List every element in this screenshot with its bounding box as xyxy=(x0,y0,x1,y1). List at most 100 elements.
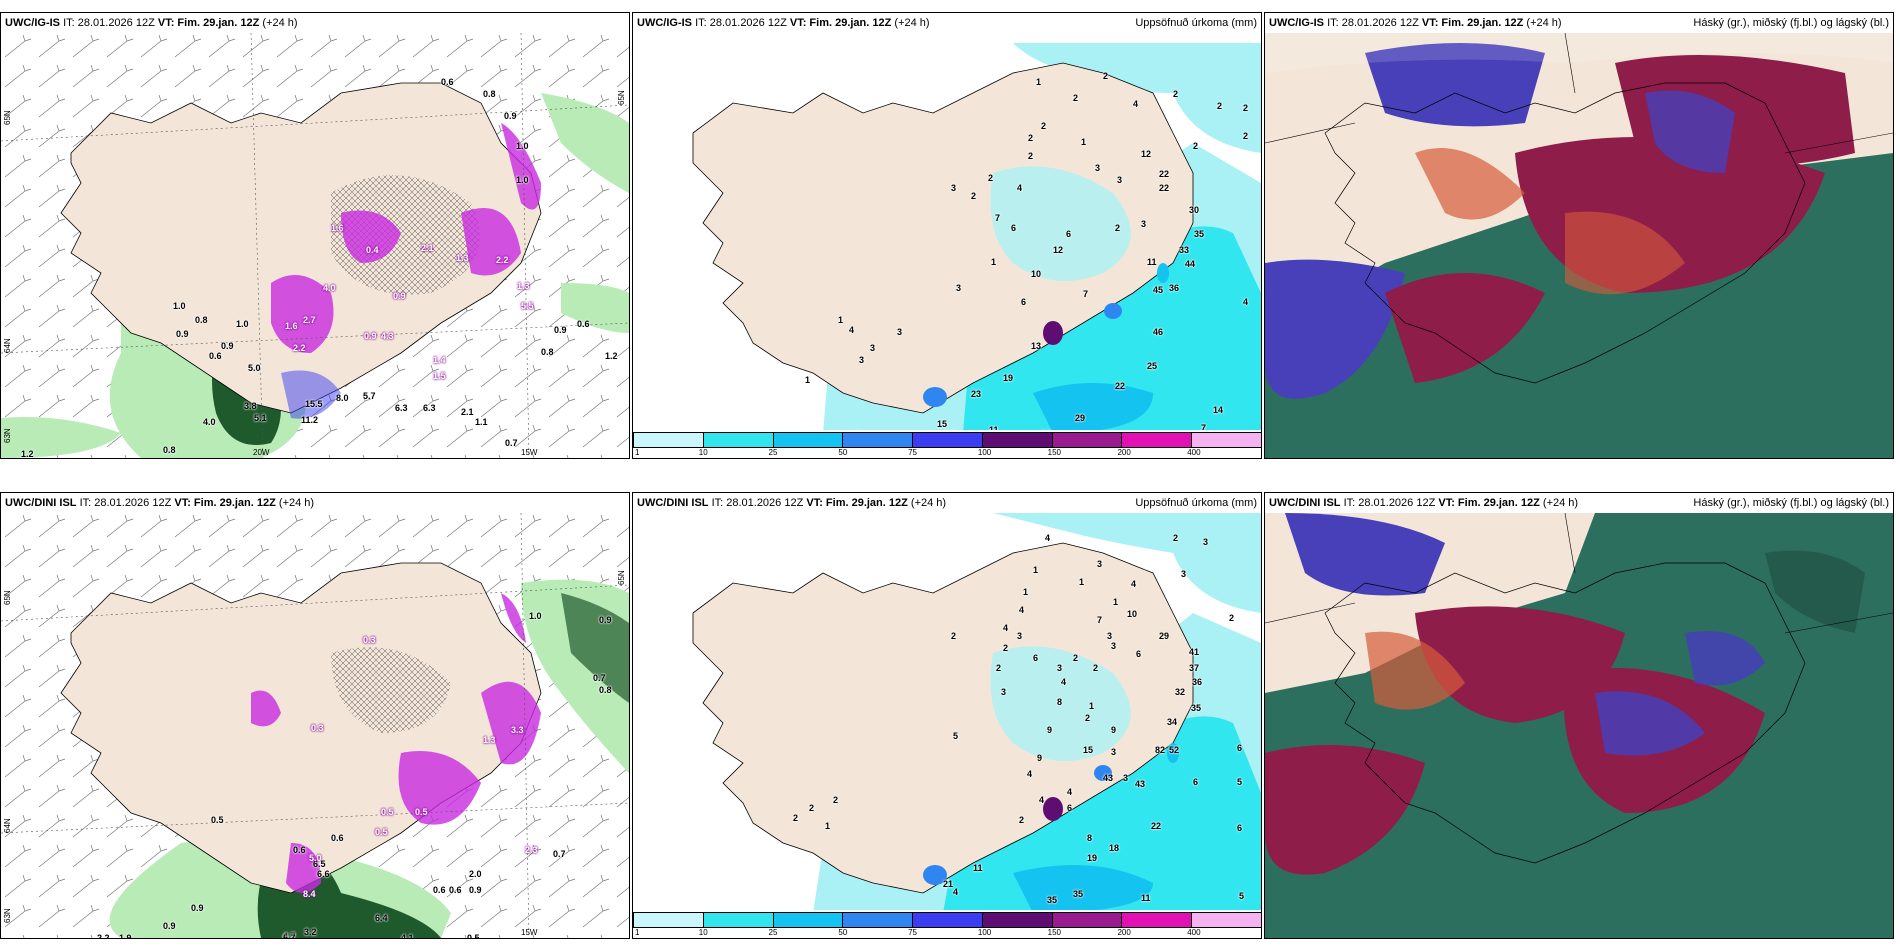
colorbar-tick-label: 200 xyxy=(1117,928,1131,937)
init-time: IT: 28.01.2026 12Z xyxy=(79,497,172,509)
contour-value-label: 14 xyxy=(1213,405,1224,415)
contour-value-label: 1.2 xyxy=(21,449,34,459)
colorbar-segment xyxy=(981,432,1053,448)
lon-label: 15W xyxy=(521,448,538,457)
contour-value-label: 19 xyxy=(1003,373,1014,383)
colorbar-tick-label: 25 xyxy=(768,928,778,937)
contour-value-label: 5.0 xyxy=(309,853,322,863)
contour-value-label: 2 xyxy=(833,795,839,805)
contour-value-label: 10 xyxy=(1031,269,1042,279)
contour-value-label: 1.0 xyxy=(236,319,249,329)
contour-value-label: 1 xyxy=(1113,597,1119,607)
init-time: IT: 28.01.2026 12Z xyxy=(1327,17,1419,29)
contour-value-label: 9 xyxy=(1047,725,1053,735)
colorbar-tick-label: 75 xyxy=(908,928,918,937)
lat-label: 65N xyxy=(617,90,626,105)
contour-value-label: 2.3 xyxy=(525,845,538,855)
colorbar-segment xyxy=(842,432,914,448)
contour-value-label: 37 xyxy=(1189,663,1200,673)
contour-value-label: 1.3 xyxy=(483,735,496,745)
lead-time: (+24 h) xyxy=(1526,17,1562,29)
contour-value-label: 0.8 xyxy=(163,445,176,455)
contour-value-label: 3 xyxy=(1095,163,1101,173)
contour-value-label: 1 xyxy=(1081,137,1087,147)
contour-value-label: 5.5 xyxy=(521,301,534,311)
contour-value-label: 3 xyxy=(1097,559,1103,569)
contour-value-label: 1.9 xyxy=(119,933,132,939)
contour-value-label: 0.9 xyxy=(221,341,234,351)
valid-time: VT: Fim. 29.jan. 12Z xyxy=(157,17,260,29)
map-panel-dini-cloud-cover: UWC/DINI ISL IT: 28.01.2026 12Z VT: Fim.… xyxy=(1264,492,1894,939)
contour-value-label: 0.9 xyxy=(393,291,406,301)
contour-value-label: 4 xyxy=(1039,795,1045,805)
contour-value-label: 3 xyxy=(1001,687,1007,697)
contour-value-label: 2 xyxy=(951,631,957,641)
colorbar-segment xyxy=(633,432,704,448)
contour-value-label: 3 xyxy=(1181,569,1187,579)
contour-value-label: 2 xyxy=(1243,103,1249,113)
contour-value-label: 35 xyxy=(1047,895,1058,905)
contour-value-label: 5.0 xyxy=(248,363,261,373)
lead-time: (+24 h) xyxy=(278,497,315,509)
contour-value-label: 1 xyxy=(1079,577,1085,587)
contour-value-label: 29 xyxy=(1075,413,1086,423)
contour-value-label: 2.2 xyxy=(293,343,306,353)
contour-value-label: 43 xyxy=(1135,779,1146,789)
contour-value-label: 6.4 xyxy=(375,913,388,923)
contour-value-label: 0.8 xyxy=(599,685,612,695)
contour-value-label: 43 xyxy=(1103,773,1114,783)
contour-value-label: 0.5 xyxy=(381,807,394,817)
contour-value-label: 3.8 xyxy=(244,401,257,411)
lat-label: 65N xyxy=(3,110,12,125)
contour-value-label: 3 xyxy=(1203,537,1209,547)
contour-value-label: 8 xyxy=(1057,697,1063,707)
contour-value-label: 2.7 xyxy=(303,315,316,325)
contour-value-label: 36 xyxy=(1192,677,1203,687)
field-title: Uppsöfnuð úrkoma (mm) xyxy=(1135,497,1257,509)
contour-value-label: 0.6 xyxy=(449,885,462,895)
contour-value-label: 12 xyxy=(1053,245,1064,255)
contour-value-label: 2 xyxy=(996,663,1002,673)
contour-value-label: 52 xyxy=(1169,745,1180,755)
contour-value-label: 2 xyxy=(793,813,799,823)
colorbar-tick-label: 100 xyxy=(977,448,992,457)
contour-value-label: 30 xyxy=(1189,205,1200,215)
contour-value-label: 4.7 xyxy=(283,931,296,939)
contour-value-label: 7 xyxy=(1097,615,1103,625)
contour-value-label: 21 xyxy=(943,879,954,889)
colorbar-tick-label: 400 xyxy=(1187,928,1201,937)
colorbar-segment xyxy=(981,912,1053,928)
lead-time: (+24 h) xyxy=(910,497,947,509)
contour-value-label: 82 xyxy=(1155,745,1166,755)
contour-value-label: 2 xyxy=(988,173,994,183)
contour-value-label: 2 xyxy=(1173,89,1179,99)
contour-value-label: 33 xyxy=(1179,245,1190,255)
lon-label: 20W xyxy=(253,448,270,457)
contour-value-label: 22 xyxy=(1159,169,1170,179)
contour-value-label: 2 xyxy=(1193,141,1199,151)
contour-value-label: 2.0 xyxy=(469,869,482,879)
contour-value-label: 3 xyxy=(1117,175,1123,185)
valid-time: VT: Fim. 29.jan. 12Z xyxy=(789,17,892,29)
contour-value-label: 1.5 xyxy=(433,371,446,381)
lat-label: 65N xyxy=(3,590,12,605)
model-name: UWC/IG-IS xyxy=(1269,17,1324,29)
contour-value-label: 1 xyxy=(805,375,811,385)
contour-value-label: 8.0 xyxy=(336,393,349,403)
contour-value-label: 45 xyxy=(1153,285,1164,295)
model-name: UWC/DINI ISL xyxy=(1269,497,1341,509)
colorbar-segment xyxy=(1051,912,1123,928)
contour-value-label: 35 xyxy=(1194,229,1205,239)
contour-value-label: 3 xyxy=(951,183,957,193)
panel-header: UWC/DINI ISL IT: 28.01.2026 12Z VT: Fim.… xyxy=(1265,493,1893,513)
lead-time: (+24 h) xyxy=(894,17,930,29)
contour-value-label: 1 xyxy=(1023,587,1029,597)
contour-value-label: 1.1 xyxy=(475,417,488,427)
contour-value-label: 4 xyxy=(953,887,959,897)
contour-value-label: 1.3 xyxy=(456,253,469,263)
contour-value-label: 0.7 xyxy=(553,849,566,859)
contour-value-label: 22 xyxy=(1115,381,1126,391)
contour-value-label: 1.0 xyxy=(173,301,186,311)
contour-value-label: 3 xyxy=(956,283,962,293)
contour-value-label: 3 xyxy=(1111,747,1117,757)
